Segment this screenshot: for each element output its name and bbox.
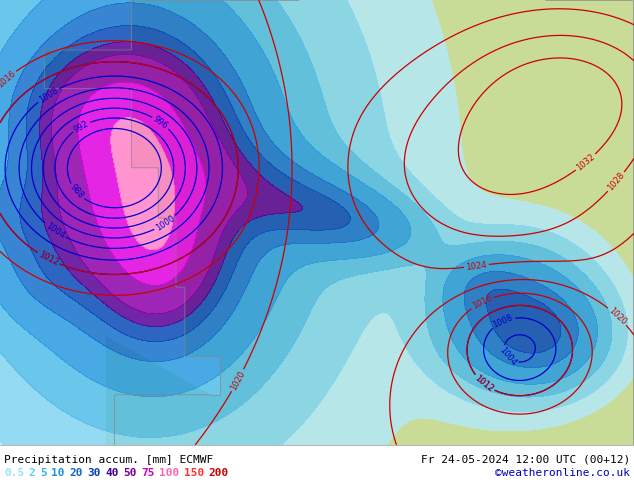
Text: 1016: 1016 (0, 69, 17, 90)
Text: ©weatheronline.co.uk: ©weatheronline.co.uk (495, 468, 630, 478)
Text: 75: 75 (141, 468, 155, 478)
Text: Precipitation accum. [mm] ECMWF: Precipitation accum. [mm] ECMWF (4, 455, 213, 465)
Text: 200: 200 (209, 468, 229, 478)
Text: 1032: 1032 (574, 152, 597, 172)
Text: 150: 150 (184, 468, 204, 478)
Text: 20: 20 (70, 468, 83, 478)
Text: 1012: 1012 (473, 373, 495, 393)
Text: 30: 30 (87, 468, 101, 478)
Text: 1012: 1012 (37, 250, 60, 268)
Text: 1020: 1020 (607, 306, 628, 327)
Text: 1016: 1016 (471, 294, 494, 311)
Text: 1024: 1024 (465, 260, 488, 271)
Text: 1028: 1028 (606, 171, 626, 193)
Text: 50: 50 (124, 468, 137, 478)
Text: 40: 40 (105, 468, 119, 478)
Text: 1012: 1012 (37, 250, 60, 268)
Text: 0.5: 0.5 (4, 468, 24, 478)
Text: 100: 100 (160, 468, 180, 478)
Text: 2: 2 (29, 468, 36, 478)
Text: 10: 10 (51, 468, 65, 478)
Text: 1008: 1008 (37, 85, 60, 104)
Text: 1012: 1012 (473, 373, 495, 393)
Text: 1004: 1004 (44, 221, 66, 241)
Text: 1004: 1004 (497, 346, 517, 368)
Text: 992: 992 (72, 119, 91, 134)
Text: 988: 988 (68, 183, 86, 201)
Text: 1008: 1008 (491, 313, 515, 330)
Text: 5: 5 (40, 468, 47, 478)
Text: 996: 996 (152, 114, 170, 131)
Text: 1020: 1020 (229, 369, 247, 392)
Text: 1000: 1000 (154, 214, 176, 233)
Text: Fr 24-05-2024 12:00 UTC (00+12): Fr 24-05-2024 12:00 UTC (00+12) (421, 455, 630, 465)
